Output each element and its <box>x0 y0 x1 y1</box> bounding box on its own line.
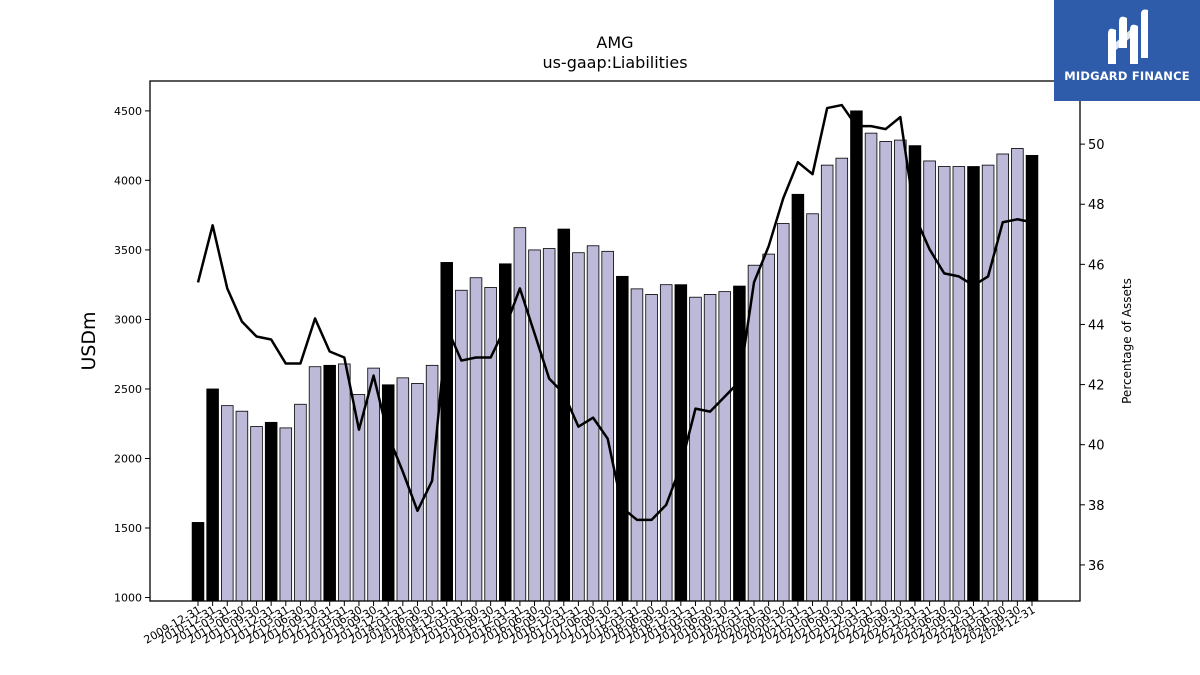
percentage-line <box>196 103 1033 522</box>
chart-subtitle: us-gaap:Liabilities <box>542 53 687 72</box>
bar <box>733 285 746 602</box>
bar <box>616 275 629 602</box>
y-axis-left: 1000 1500 2000 2500 3000 3500 4000 4500 <box>114 105 150 605</box>
bar <box>484 287 497 602</box>
bar <box>703 294 717 602</box>
bar <box>279 427 293 602</box>
bar <box>601 250 614 602</box>
bar <box>1011 148 1024 602</box>
bar <box>235 410 249 602</box>
bar <box>879 141 892 602</box>
bar <box>630 288 644 602</box>
bar <box>557 228 571 602</box>
bar <box>191 522 205 602</box>
bar <box>250 426 263 602</box>
bar <box>411 383 424 602</box>
bar <box>206 388 219 602</box>
bar <box>528 249 541 602</box>
bar <box>294 403 307 602</box>
y2-tick-label: 38 <box>1088 499 1105 514</box>
y2-axis-label: Percentage of Assets <box>1120 278 1134 404</box>
y-axis-label: USDm <box>78 311 100 370</box>
bar <box>718 291 731 602</box>
bar <box>850 110 863 602</box>
bar <box>659 284 673 602</box>
bar <box>967 166 980 602</box>
line-series <box>196 103 1033 522</box>
bar <box>469 277 483 602</box>
bar <box>864 132 878 602</box>
bar <box>937 166 951 602</box>
bar <box>689 296 702 602</box>
brand-logo: MIDGARD FINANCE <box>1054 0 1200 101</box>
brand-name: MIDGARD FINANCE <box>1064 69 1190 83</box>
x-axis: 2009-12-312010-12-312011-03-312011-06-30… <box>142 601 1038 647</box>
y-tick-label: 2000 <box>114 452 142 465</box>
bar <box>762 253 775 602</box>
bar <box>952 166 966 602</box>
bar <box>645 294 658 602</box>
bar <box>396 377 410 602</box>
bar <box>923 160 936 602</box>
y-tick-label: 2500 <box>114 383 142 396</box>
bar <box>367 367 380 602</box>
y2-tick-label: 40 <box>1088 439 1105 454</box>
bar <box>455 289 468 602</box>
bar <box>440 262 453 602</box>
y2-tick-label: 42 <box>1088 379 1105 394</box>
bar <box>264 421 278 602</box>
y2-tick-label: 50 <box>1088 138 1105 153</box>
y-axis-right: 36 38 40 42 44 46 48 50 <box>1080 138 1105 574</box>
bars <box>191 110 1039 602</box>
bar <box>308 366 322 602</box>
bar <box>835 157 849 602</box>
bar <box>806 213 819 602</box>
y2-tick-label: 36 <box>1088 559 1105 574</box>
plot-frame <box>149 80 1081 602</box>
bar <box>221 405 234 602</box>
y-tick-label: 4500 <box>114 105 142 118</box>
bar <box>777 223 790 602</box>
y2-tick-label: 46 <box>1088 258 1105 273</box>
midgard-logo-icon <box>1108 9 1148 65</box>
y-tick-label: 1000 <box>114 592 142 605</box>
y-tick-label: 1500 <box>114 522 142 535</box>
bar <box>323 364 336 602</box>
bar <box>820 164 834 602</box>
y2-tick-label: 44 <box>1088 318 1105 333</box>
y-tick-label: 4000 <box>114 174 142 187</box>
bar <box>791 193 805 602</box>
chart-title: AMG <box>596 33 633 52</box>
bar <box>674 284 688 602</box>
bar <box>513 227 527 602</box>
bar <box>338 363 351 602</box>
y-tick-label: 3500 <box>114 244 142 257</box>
bar <box>981 164 995 602</box>
bar <box>894 139 907 602</box>
y2-tick-label: 48 <box>1088 198 1105 213</box>
bar <box>542 248 556 602</box>
y-tick-label: 3000 <box>114 313 142 326</box>
